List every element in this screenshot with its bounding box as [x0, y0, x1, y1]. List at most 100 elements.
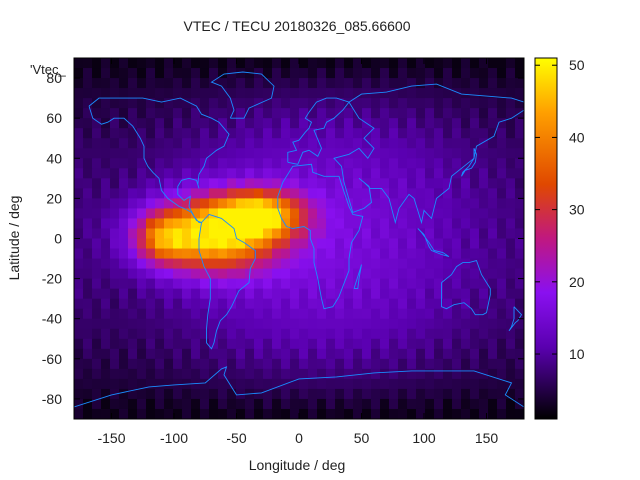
heatmap-cell [110, 188, 120, 199]
heatmap-cell [245, 168, 255, 179]
heatmap-cell [137, 158, 147, 169]
heatmap-cell [83, 148, 93, 159]
heatmap-cell [290, 318, 300, 330]
heatmap-cell [272, 278, 282, 290]
heatmap-cell [452, 398, 462, 410]
heatmap-cell [524, 239, 534, 250]
heatmap-cell [164, 378, 174, 390]
heatmap-cell [209, 288, 219, 300]
heatmap-cell [524, 369, 534, 380]
heatmap-cell [317, 408, 327, 419]
heatmap-cell [290, 118, 300, 129]
heatmap-cell [479, 318, 489, 330]
heatmap-cell [281, 408, 291, 419]
heatmap-cell [182, 238, 192, 250]
heatmap-cell [335, 268, 345, 280]
heatmap-cell [362, 408, 372, 419]
heatmap-cell [425, 228, 435, 240]
heatmap-cell [452, 238, 462, 250]
heatmap-cell [380, 128, 390, 139]
heatmap-cell [92, 208, 102, 220]
heatmap-cell [308, 318, 318, 330]
heatmap-cell [353, 328, 363, 340]
heatmap-cell [119, 268, 129, 280]
heatmap-cell [479, 128, 489, 139]
heatmap-cell [236, 368, 246, 380]
heatmap-cell [254, 288, 264, 300]
heatmap-cell [164, 258, 174, 270]
heatmap-cell [362, 338, 372, 350]
heatmap-cell [254, 208, 264, 220]
heatmap-cell [74, 378, 84, 390]
heatmap-cell [173, 128, 183, 139]
heatmap-cell [200, 128, 210, 139]
heatmap-cell [263, 188, 273, 199]
heatmap-cell [479, 248, 489, 260]
heatmap-cell [344, 288, 354, 300]
heatmap-cell [236, 248, 246, 260]
heatmap-cell [281, 398, 291, 410]
heatmap-cell [407, 268, 417, 280]
heatmap-cell [200, 348, 210, 360]
heatmap-cell [164, 338, 174, 350]
heatmap-cell [290, 358, 300, 370]
heatmap-cell [443, 208, 453, 220]
heatmap-cell [470, 198, 480, 210]
heatmap-cell [101, 178, 111, 189]
heatmap-cell [335, 278, 345, 290]
heatmap-cell [83, 98, 93, 109]
heatmap-cell [236, 298, 246, 310]
heatmap-cell [443, 238, 453, 250]
heatmap-cell [515, 288, 524, 300]
heatmap-cell [299, 368, 309, 380]
heatmap-cell [317, 388, 327, 400]
heatmap-cell [263, 158, 273, 169]
heatmap-cell [128, 258, 138, 270]
heatmap-cell [83, 218, 93, 230]
heatmap-cell [380, 388, 390, 400]
heatmap-cell [326, 308, 336, 320]
heatmap-cell [425, 338, 435, 350]
heatmap-cell [380, 118, 390, 129]
heatmap-cell [146, 138, 156, 149]
heatmap-cell [128, 138, 138, 149]
heatmap-cell [371, 78, 381, 89]
heatmap-cell [299, 348, 309, 360]
heatmap-cell [398, 348, 408, 360]
heatmap-cell [344, 328, 354, 340]
heatmap-cell [416, 178, 426, 189]
heatmap-cell [83, 388, 93, 400]
heatmap-cell [407, 368, 417, 380]
heatmap-cell [236, 178, 246, 189]
heatmap-cell [146, 248, 156, 260]
heatmap-cell [110, 288, 120, 300]
heatmap-cell [101, 98, 111, 109]
heatmap-cell [497, 78, 507, 89]
heatmap-cell [452, 368, 462, 380]
heatmap-cell [479, 408, 489, 419]
heatmap-cell [326, 228, 336, 240]
heatmap-cell [371, 298, 381, 310]
heatmap-cell [434, 358, 444, 370]
heatmap-cell [164, 68, 174, 79]
heatmap-cell [83, 368, 93, 380]
heatmap-cell [389, 338, 399, 350]
heatmap-cell [227, 208, 237, 220]
heatmap-cell [137, 288, 147, 300]
heatmap-cell [506, 288, 516, 300]
heatmap-cell [137, 108, 147, 119]
heatmap-cell [389, 408, 399, 419]
heatmap-cell [128, 68, 138, 79]
heatmap-cell [254, 278, 264, 290]
heatmap-cell [488, 138, 498, 149]
heatmap-cell [461, 178, 471, 189]
heatmap-cell [479, 228, 489, 240]
heatmap-cell [317, 78, 327, 89]
heatmap-cell [353, 288, 363, 300]
heatmap-cell [83, 258, 93, 270]
heatmap-cell [308, 68, 318, 79]
heatmap-cell [119, 358, 129, 370]
heatmap-cell [245, 108, 255, 119]
heatmap-cell [119, 288, 129, 300]
heatmap-cell [119, 168, 129, 179]
